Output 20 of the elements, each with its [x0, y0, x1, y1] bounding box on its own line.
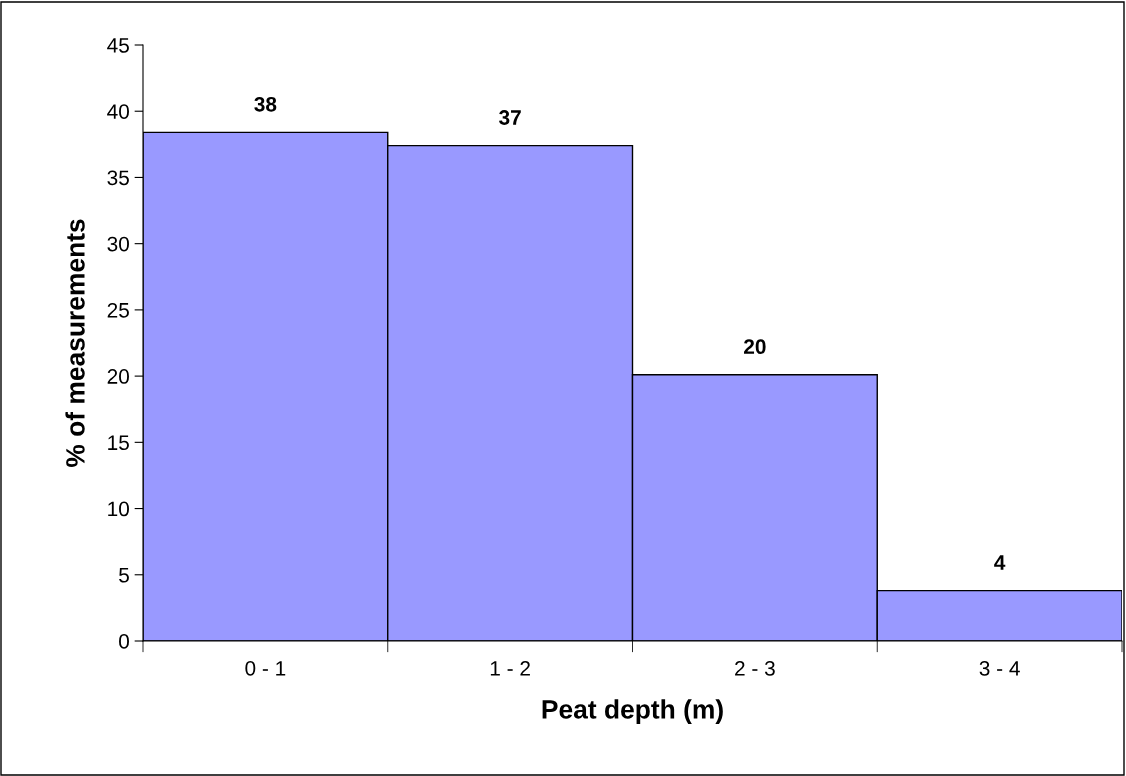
- y-tick-label: 20: [107, 369, 129, 384]
- y-tick-label: 30: [107, 236, 129, 252]
- y-tick-label: 10: [108, 501, 129, 517]
- y-tick-label: 15: [108, 435, 129, 451]
- x-axis-title: Peat depth (m): [542, 699, 723, 724]
- y-tick-label: 25: [107, 302, 129, 318]
- data-label: 4: [994, 555, 1006, 570]
- x-tick-label: 1 - 2: [490, 660, 530, 676]
- x-tick-label: 0 - 1: [245, 660, 286, 676]
- y-axis-title: % of measurements: [65, 219, 85, 467]
- data-label: 37: [499, 110, 521, 125]
- data-label: 20: [744, 339, 766, 354]
- x-tick-label: 2 - 3: [735, 660, 775, 676]
- y-tick-label: 35: [107, 170, 129, 186]
- y-tick-label: 40: [107, 104, 129, 119]
- data-label: 38: [254, 96, 277, 112]
- y-tick-label: 0: [119, 634, 129, 649]
- y-tick-label: 5: [119, 567, 129, 583]
- x-tick-label: 3 - 4: [979, 660, 1020, 676]
- y-tick-label: 45: [107, 38, 129, 53]
